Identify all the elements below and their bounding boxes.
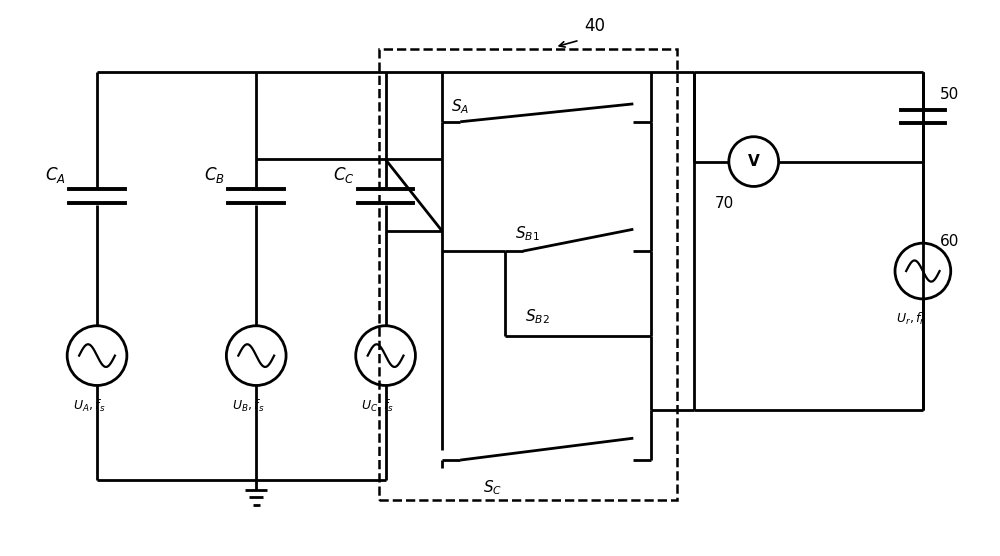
Text: 50: 50 [940,87,959,102]
Text: $S_{B1}$: $S_{B1}$ [515,225,540,243]
Text: $U_A, f_s$: $U_A, f_s$ [73,398,105,414]
Text: $S_C$: $S_C$ [483,478,502,497]
Text: $U_C, f_s$: $U_C, f_s$ [361,398,394,414]
Text: $U_r, f_r$: $U_r, f_r$ [896,311,926,327]
Text: 70: 70 [714,196,734,211]
Circle shape [729,137,779,186]
Text: $C_B$: $C_B$ [204,165,225,185]
Text: 60: 60 [940,234,959,249]
Text: $U_B, f_s$: $U_B, f_s$ [232,398,265,414]
Text: $S_A$: $S_A$ [451,97,469,116]
Text: $C_A$: $C_A$ [45,165,66,185]
Text: $S_{B2}$: $S_{B2}$ [525,307,550,326]
Text: V: V [748,154,760,169]
Bar [379,49,677,500]
Text: 40: 40 [584,17,605,35]
Text: $C_C$: $C_C$ [333,165,355,185]
